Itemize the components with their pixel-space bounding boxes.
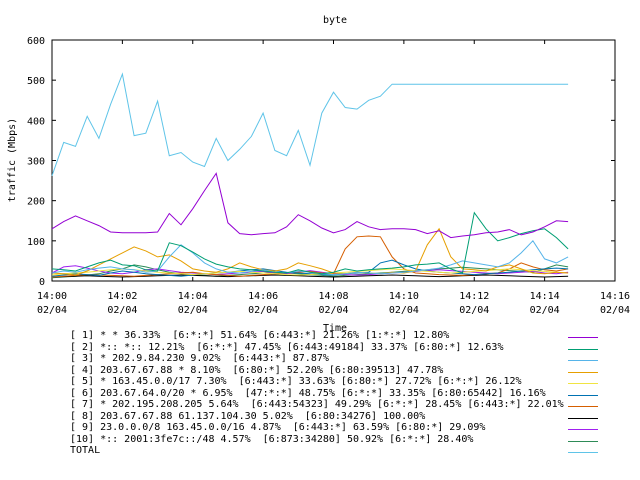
legend-swatch [568, 417, 598, 419]
legend-swatch [568, 440, 598, 442]
legend-label: [ 5] * 163.45.0.0/17 7.30% [6:443:*] 33.… [70, 376, 522, 387]
legend-label: [ 6] 203.67.64.0/20 * 6.95% [47:*:*] 48.… [70, 387, 546, 399]
legend-swatch [568, 406, 598, 407]
x-tick-date-label: 02/04 [107, 305, 137, 316]
series-line [51, 259, 569, 277]
series-line [51, 172, 569, 239]
x-axis-label: Time [323, 323, 347, 334]
y-axis-label: traffic (Mbps) [7, 118, 18, 202]
x-tick-time-label: 14:12 [459, 291, 489, 302]
x-axis: 14:00 02/04 14:02 02/04 14:04 02/04 14:06 02/04… [37, 40, 630, 316]
y-tick-label: 600 [27, 36, 45, 47]
series-line [51, 274, 569, 278]
y-tick-label: 100 [27, 237, 45, 248]
legend-label: [ 4] 203.67.67.88 * 8.10% [6:80:*] 52.20… [70, 364, 444, 376]
x-tick-date-label: 02/04 [178, 305, 208, 316]
series-line [51, 211, 569, 275]
legend-swatch [568, 348, 598, 350]
y-axis: 0 100 200 300 400 500 600 [27, 36, 615, 288]
series-line [51, 227, 569, 276]
x-tick-date-label: 02/04 [318, 305, 348, 316]
legend-label: [ 8] 203.67.67.88 61.137.104.30 5.02% [6… [70, 410, 426, 422]
legend-swatch [568, 394, 598, 396]
y-tick-label: 0 [39, 277, 45, 288]
chart-title: byte [323, 15, 347, 26]
x-tick-date-label: 02/04 [530, 305, 560, 316]
series-lines [51, 72, 569, 279]
legend-label: [ 3] * 202.9.84.230 9.02% [6:443:*] 87.8… [70, 353, 329, 364]
legend-swatch [568, 371, 598, 373]
legend-swatch [568, 452, 598, 453]
legend-swatch [568, 337, 598, 338]
x-tick-date-label: 02/04 [248, 305, 278, 316]
x-tick-date-label: 02/04 [389, 305, 419, 316]
x-tick-time-label: 14:02 [107, 291, 137, 302]
x-tick-time-label: 14:04 [178, 291, 208, 302]
x-tick-time-label: 14:14 [530, 291, 560, 302]
x-tick-time-label: 14:16 [600, 291, 630, 302]
y-tick-label: 300 [27, 157, 45, 168]
legend-label: [ 2] *:: *:: 12.21% [6:*:*] 47.45% [6:44… [70, 341, 504, 353]
y-tick-label: 400 [27, 116, 45, 127]
x-tick-date-label: 02/04 [600, 305, 630, 316]
legend-swatch [568, 383, 598, 384]
legend-label: TOTAL [70, 445, 101, 456]
legend-label: [ 7] * 202.195.208.205 5.64% [6:443:5432… [70, 399, 564, 410]
series-line [51, 72, 569, 176]
legend-swatch [568, 360, 598, 361]
x-tick-time-label: 14:06 [248, 291, 278, 302]
series-line [51, 265, 569, 276]
x-tick-date-label: 02/04 [459, 305, 489, 316]
y-tick-label: 500 [27, 76, 45, 87]
legend-label: [ 1] * * 36.33% [6:*:*] 51.64% [6:443:*]… [70, 330, 450, 341]
x-tick-time-label: 14:00 [37, 291, 67, 302]
x-tick-time-label: 14:08 [318, 291, 348, 302]
y-tick-label: 200 [27, 197, 45, 208]
legend-label: [ 9] 23.0.0.0/8 163.45.0.0/16 4.87% [6:4… [70, 422, 486, 433]
legend-label: [10] *:: 2001:3fe7c::/48 4.57% [6:873:34… [70, 433, 474, 445]
x-tick-time-label: 14:10 [389, 291, 419, 302]
x-tick-date-label: 02/04 [37, 305, 67, 316]
legend-swatch [568, 429, 598, 430]
